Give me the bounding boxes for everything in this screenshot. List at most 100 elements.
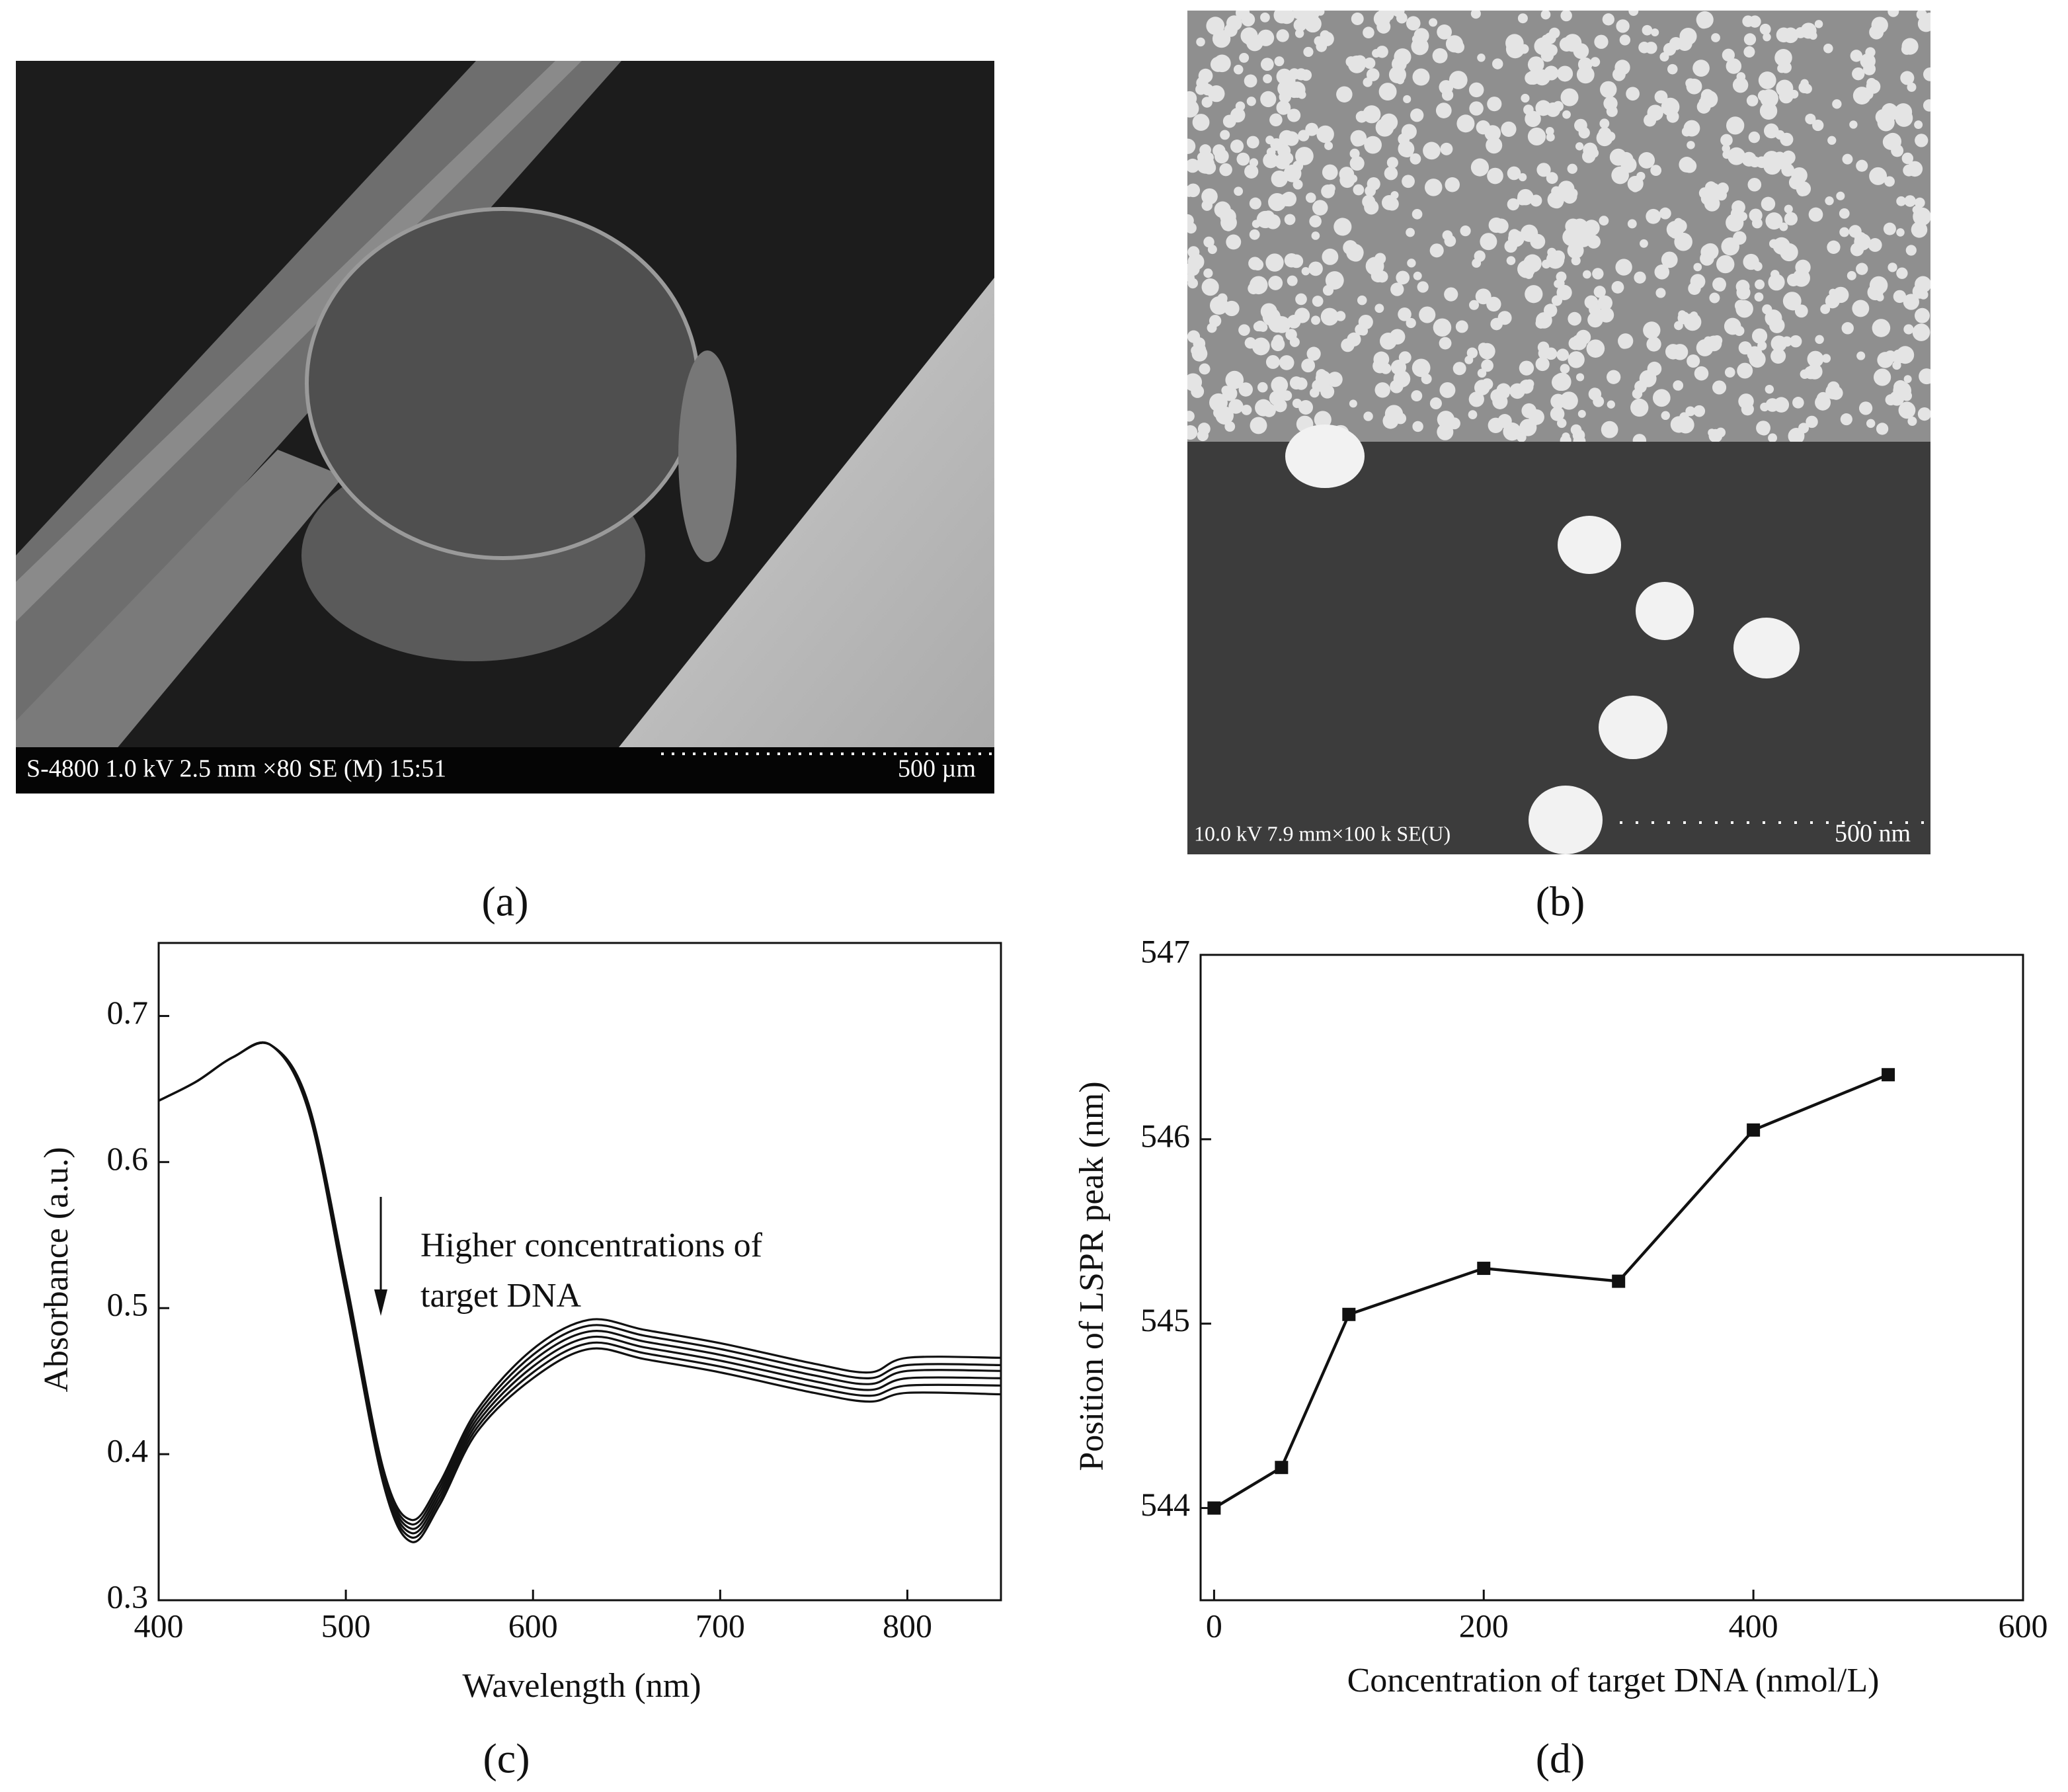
particle (1900, 71, 1915, 85)
particle (1349, 155, 1365, 171)
particle (1417, 281, 1429, 293)
particle (1281, 390, 1292, 401)
particle (1540, 11, 1551, 20)
particle (1749, 15, 1761, 28)
particle (1444, 287, 1458, 302)
particle (1537, 341, 1550, 353)
particle (1757, 341, 1767, 350)
particle (1396, 12, 1408, 24)
particle (1497, 311, 1512, 325)
data-line (158, 1041, 1002, 1543)
particle (1396, 76, 1405, 85)
particle (1392, 56, 1407, 72)
particle (1292, 11, 1305, 20)
particle (1437, 411, 1455, 428)
particle (1260, 13, 1270, 22)
particle (1743, 33, 1757, 46)
particle (1779, 222, 1788, 231)
particle (1423, 142, 1441, 160)
particle (1357, 295, 1367, 305)
marker (1477, 1262, 1491, 1276)
particle (1792, 397, 1804, 409)
particle (1912, 206, 1921, 214)
particle (1475, 288, 1491, 305)
particle (1284, 253, 1299, 268)
particle (1763, 32, 1771, 42)
particle (1638, 152, 1655, 169)
particle (1597, 295, 1612, 311)
particle (1694, 366, 1709, 381)
particle (1187, 425, 1198, 440)
particle (1892, 360, 1901, 370)
particle (1289, 337, 1300, 347)
particle (1552, 250, 1566, 264)
particle (1805, 113, 1816, 124)
particle (1807, 364, 1823, 380)
particle (1587, 311, 1603, 328)
particle (1187, 261, 1200, 276)
particle (1322, 164, 1338, 181)
x-tick-label: 400 (1729, 1607, 1778, 1644)
particle (1366, 68, 1380, 81)
particle (1429, 18, 1438, 27)
particle (1886, 110, 1897, 120)
particle (1320, 307, 1339, 326)
particle (1554, 279, 1562, 288)
particle (1573, 43, 1589, 60)
particle (1529, 413, 1542, 425)
particle (1376, 46, 1388, 58)
particle (1276, 68, 1292, 85)
particle (1741, 151, 1757, 167)
particle (1406, 16, 1421, 31)
particle (1507, 198, 1520, 211)
particle (1911, 222, 1928, 238)
particle (1228, 399, 1244, 414)
particle (1901, 152, 1914, 165)
particle (1398, 307, 1412, 321)
particle (1353, 55, 1367, 68)
particle (1618, 337, 1630, 349)
particle (1248, 257, 1262, 270)
panel-label: (c) (483, 1735, 530, 1782)
particle (1324, 141, 1333, 150)
particle (1386, 157, 1398, 169)
x-tick-label: 700 (696, 1607, 745, 1644)
particle (1812, 119, 1824, 132)
particle (1842, 153, 1853, 165)
marker (1207, 1501, 1221, 1515)
particle (1203, 236, 1214, 248)
particle (1758, 71, 1776, 89)
particle (1347, 332, 1361, 346)
particle (1305, 192, 1316, 203)
particle (1358, 314, 1373, 330)
particle (1279, 130, 1294, 145)
particle (1466, 347, 1478, 358)
particle (1773, 397, 1790, 413)
particle (1770, 270, 1780, 279)
particle (1287, 275, 1298, 286)
particle (1376, 19, 1391, 34)
particle (1507, 166, 1521, 181)
particle (1601, 421, 1618, 438)
particle (1274, 56, 1285, 67)
particle (1444, 235, 1456, 247)
particle (1915, 134, 1929, 147)
particle (1893, 290, 1907, 304)
particle (1683, 120, 1700, 137)
particle (1437, 24, 1452, 40)
particle (1209, 296, 1228, 315)
particle (1244, 337, 1256, 349)
particle (1460, 225, 1471, 237)
particle (1768, 274, 1785, 291)
particle (1687, 141, 1695, 149)
particle (1355, 110, 1368, 123)
particle (1260, 91, 1277, 108)
particle (1765, 384, 1774, 394)
particle (1698, 97, 1710, 108)
x-tick-label: 800 (883, 1607, 932, 1644)
particle (1519, 360, 1534, 376)
particle (1239, 52, 1250, 63)
particle (1382, 413, 1399, 429)
y-tick-label: 0.5 (107, 1286, 149, 1323)
particle (1611, 166, 1629, 184)
